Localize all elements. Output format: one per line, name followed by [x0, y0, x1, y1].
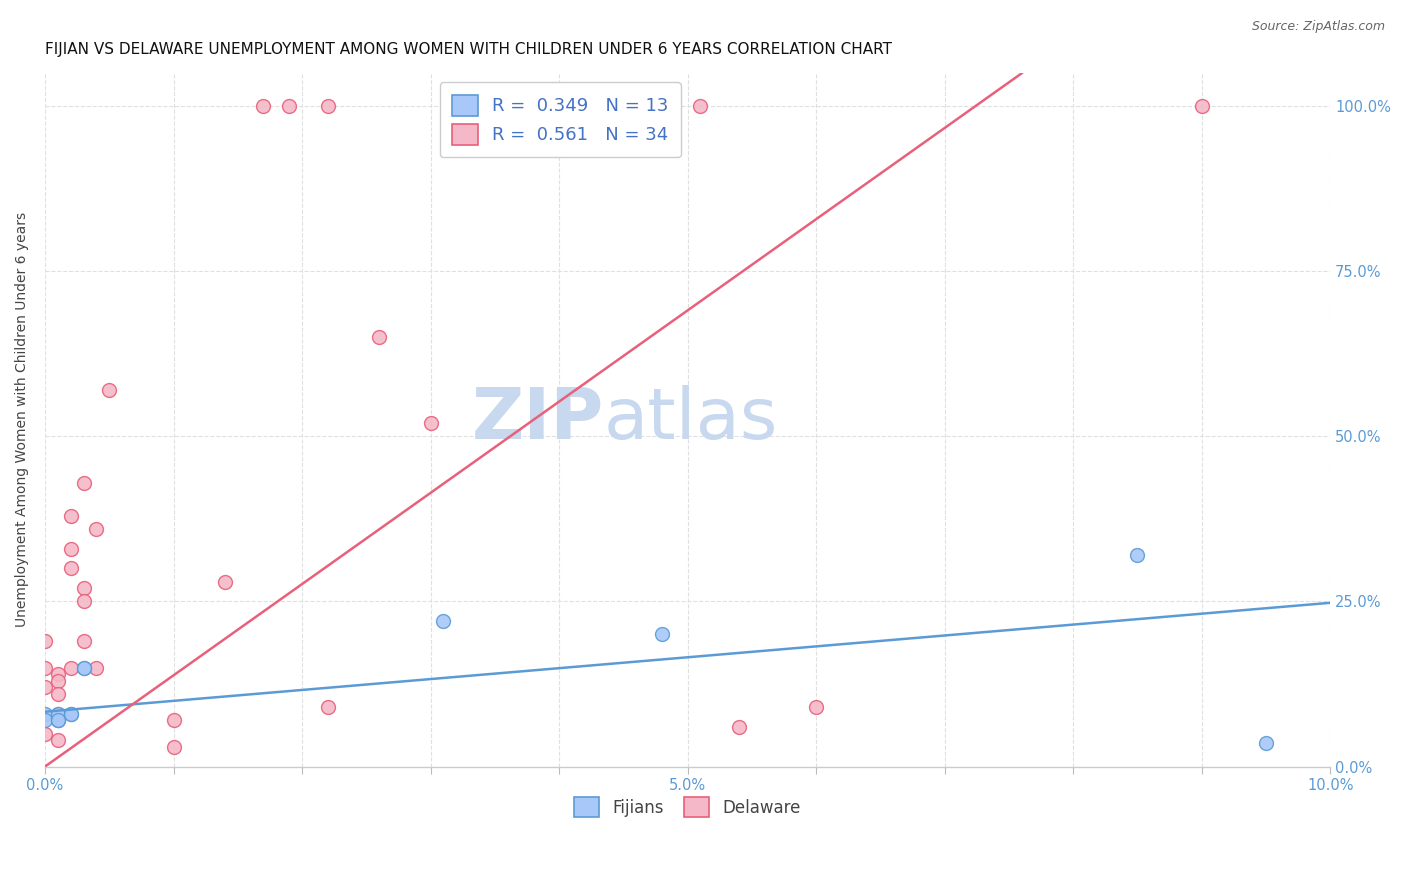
Point — [72, 660, 94, 674]
Point — [804, 700, 827, 714]
Point — [98, 383, 121, 397]
Point — [46, 706, 69, 721]
Point — [86, 660, 108, 674]
Point — [59, 561, 82, 575]
Point — [59, 541, 82, 556]
Point — [1126, 548, 1149, 562]
Point — [728, 720, 751, 734]
Point — [1191, 99, 1213, 113]
Point — [72, 660, 94, 674]
Text: ZIP: ZIP — [472, 385, 605, 454]
Y-axis label: Unemployment Among Women with Children Under 6 years: Unemployment Among Women with Children U… — [15, 212, 30, 627]
Point — [46, 714, 69, 728]
Point — [46, 706, 69, 721]
Point — [59, 706, 82, 721]
Point — [651, 627, 673, 641]
Point — [72, 475, 94, 490]
Point — [34, 681, 56, 695]
Point — [34, 634, 56, 648]
Text: FIJIAN VS DELAWARE UNEMPLOYMENT AMONG WOMEN WITH CHILDREN UNDER 6 YEARS CORRELAT: FIJIAN VS DELAWARE UNEMPLOYMENT AMONG WO… — [45, 42, 891, 57]
Text: atlas: atlas — [605, 385, 779, 454]
Point — [34, 660, 56, 674]
Point — [689, 99, 711, 113]
Point — [34, 726, 56, 740]
Point — [46, 667, 69, 681]
Point — [368, 330, 391, 344]
Point — [59, 660, 82, 674]
Point — [59, 508, 82, 523]
Point — [46, 714, 69, 728]
Point — [86, 522, 108, 536]
Point — [72, 594, 94, 608]
Point — [59, 706, 82, 721]
Point — [46, 673, 69, 688]
Point — [419, 416, 441, 430]
Point — [72, 581, 94, 595]
Point — [162, 739, 184, 754]
Point — [252, 99, 274, 113]
Point — [46, 733, 69, 747]
Point — [46, 714, 69, 728]
Point — [316, 99, 339, 113]
Point — [46, 687, 69, 701]
Point — [1254, 736, 1277, 750]
Text: Source: ZipAtlas.com: Source: ZipAtlas.com — [1251, 20, 1385, 33]
Point — [34, 714, 56, 728]
Point — [278, 99, 301, 113]
Point — [34, 706, 56, 721]
Point — [432, 615, 454, 629]
Point — [72, 634, 94, 648]
Point — [316, 700, 339, 714]
Point — [162, 714, 184, 728]
Point — [214, 574, 236, 589]
Legend: Fijians, Delaware: Fijians, Delaware — [568, 790, 807, 824]
